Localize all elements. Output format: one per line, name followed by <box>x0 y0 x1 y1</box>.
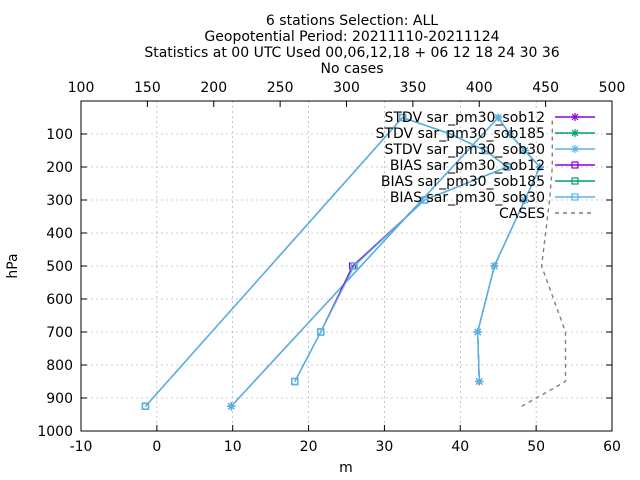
legend-entry: STDV sar_pm30_sob12 <box>384 110 595 126</box>
x-tick-label: 10 <box>224 439 242 455</box>
data-point <box>520 146 529 155</box>
y-tick-label: 800 <box>46 358 73 374</box>
y-tick-label: 600 <box>46 292 73 308</box>
legend-label: STDV sar_pm30_sob12 <box>384 110 545 126</box>
series-6 <box>141 113 511 410</box>
grid <box>81 101 612 431</box>
legend-swatch-marker <box>571 193 579 201</box>
x-tick-label: 50 <box>527 439 545 455</box>
legend-entry: CASES <box>499 206 595 222</box>
legend-swatch-marker <box>571 129 579 137</box>
data-point <box>399 113 407 122</box>
data-point <box>481 146 489 155</box>
title-line-1: 6 stations Selection: ALL <box>266 13 438 29</box>
data-point <box>350 262 358 270</box>
legend-swatch-marker <box>571 161 579 169</box>
axis-ticks: -10 0 10 20 30 40 50 60 100 150 200 250 300 350 400 450… <box>37 80 625 455</box>
x2-tick-label: 450 <box>532 80 559 96</box>
y-tick-label: 700 <box>46 325 73 341</box>
data-point <box>421 196 429 204</box>
series-line <box>521 117 567 407</box>
data-point <box>505 130 514 138</box>
y-axis-label: hPa <box>5 253 21 278</box>
x-tick-label: 20 <box>300 439 318 455</box>
data-point <box>141 402 150 410</box>
data-point <box>473 328 482 336</box>
legend-label: CASES <box>499 206 545 222</box>
y-tick-label: 900 <box>46 391 73 407</box>
legend-entry: STDV sar_pm30_sob185 <box>376 126 595 142</box>
series-layer <box>141 113 567 411</box>
legend-swatch-marker <box>571 113 579 121</box>
legend-label: STDV sar_pm30_sob185 <box>376 126 545 142</box>
y-tick-label: 1000 <box>37 424 73 440</box>
data-point <box>446 130 455 138</box>
x-tick-label: -10 <box>70 439 93 455</box>
x-tick-label: 30 <box>376 439 394 455</box>
data-point <box>475 377 484 386</box>
data-point <box>291 377 299 386</box>
series-line <box>145 116 509 407</box>
legend-entry: BIAS sar_pm30_sob12 <box>390 158 595 174</box>
data-point <box>535 163 544 171</box>
x2-tick-label: 100 <box>68 80 95 96</box>
x2-tick-label: 300 <box>333 80 360 96</box>
title-line-2: Geopotential Period: 20211110-20211124 <box>204 29 499 45</box>
x2-tick-label: 150 <box>134 80 161 96</box>
y-tick-label: 100 <box>46 127 73 143</box>
y-tick-label: 400 <box>46 226 73 242</box>
title-line-3: Statistics at 00 UTC Used 00,06,12,18 + … <box>144 45 559 61</box>
data-point <box>503 163 511 171</box>
legend-label: BIAS sar_pm30_sob185 <box>381 174 545 190</box>
y-tick-label: 300 <box>46 193 73 209</box>
x2-tick-label: 200 <box>200 80 227 96</box>
x2-tick-label: 500 <box>599 80 626 96</box>
legend-swatch-marker <box>571 145 579 153</box>
data-point <box>227 402 236 411</box>
data-point <box>490 262 499 270</box>
x-tick-label: 0 <box>152 439 161 455</box>
y-tick-label: 500 <box>46 259 73 275</box>
chart-title: 6 stations Selection: ALL Geopotential P… <box>144 13 559 77</box>
legend-entry: STDV sar_pm30_sob30 <box>384 142 595 158</box>
title-line-4: No cases <box>321 61 384 77</box>
legend-label: STDV sar_pm30_sob30 <box>384 142 545 158</box>
y-tick-label: 200 <box>46 160 73 176</box>
x-tick-label: 60 <box>603 439 621 455</box>
legend-entry: BIAS sar_pm30_sob185 <box>381 174 595 190</box>
x-axis-label: m <box>339 460 353 476</box>
x2-tick-label: 250 <box>267 80 294 96</box>
legend-label: BIAS sar_pm30_sob30 <box>390 190 545 206</box>
series-7 <box>521 117 567 407</box>
x2-tick-label: 350 <box>400 80 427 96</box>
data-point <box>494 113 503 122</box>
series-3 <box>227 113 544 411</box>
data-point <box>317 328 325 336</box>
legend-swatch-marker <box>571 177 579 185</box>
legend-entry: BIAS sar_pm30_sob30 <box>390 190 595 206</box>
x2-tick-label: 400 <box>466 80 493 96</box>
x-tick-label: 40 <box>451 439 469 455</box>
data-point <box>520 196 529 204</box>
legend-label: BIAS sar_pm30_sob12 <box>390 158 545 174</box>
